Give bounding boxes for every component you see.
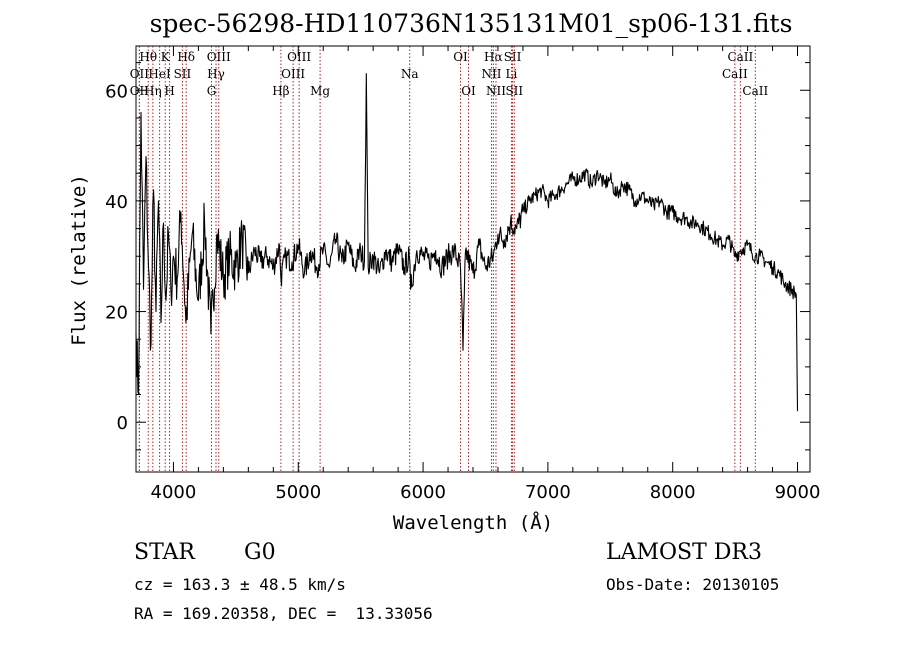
- spectral-line-label: NII: [481, 67, 501, 81]
- spectral-line-label: Hη: [144, 84, 162, 98]
- x-tick-label: 9000: [775, 482, 821, 503]
- spectral-line-label: SII: [174, 67, 192, 81]
- spectral-line-label: NII: [486, 84, 506, 98]
- chart-title: spec-56298-HD110736N135131M01_sp06-131.f…: [150, 9, 793, 38]
- sky-coordinates: RA = 169.20358, DEC = 13.33056: [134, 604, 433, 623]
- spectral-line-label: Li: [506, 67, 518, 81]
- spectral-line-label: CaII: [727, 50, 753, 64]
- survey-name: LAMOST DR3: [606, 540, 762, 565]
- y-tick-label: 60: [105, 81, 128, 102]
- x-axis-label: Wavelength (Å): [393, 511, 553, 534]
- observation-date: Obs-Date: 20130105: [606, 575, 780, 594]
- spectral-line-label: HeI: [148, 67, 171, 81]
- redshift-velocity: cz = 163.3 ± 48.5 km/s: [134, 575, 346, 594]
- y-axis-label: Flux (relative): [68, 174, 90, 346]
- spectral-line-label: SII: [504, 50, 522, 64]
- y-tick-label: 0: [117, 413, 128, 434]
- y-tick-label: 20: [105, 303, 128, 324]
- spectral-line-label: Hα: [484, 50, 503, 64]
- x-tick-label: 6000: [400, 482, 446, 503]
- spectral-line-label: Mg: [310, 84, 330, 98]
- spectral-line-label: OIII: [281, 67, 305, 81]
- flux-series-line: [135, 73, 799, 412]
- x-tick-label: 4000: [151, 482, 197, 503]
- spectral-line-label: Hβ: [272, 84, 289, 98]
- x-tick-label: 8000: [650, 482, 696, 503]
- spectral-line-label: G: [207, 84, 217, 98]
- spectral-line-label: OI: [461, 84, 476, 98]
- x-tick-label: 5000: [275, 482, 321, 503]
- spectral-line-label: CaII: [722, 67, 748, 81]
- object-class: STAR: [134, 540, 195, 565]
- plot-frame: [135, 45, 811, 473]
- x-tick-label: 7000: [525, 482, 571, 503]
- spectral-line-label: Na: [401, 67, 419, 81]
- spectral-line-label: K: [161, 50, 171, 64]
- object-subclass: G0: [244, 540, 276, 565]
- spectral-line-label: H: [164, 84, 174, 98]
- spectral-line-label: Hδ: [177, 50, 195, 64]
- spectral-line-label: OIII: [207, 50, 231, 64]
- spectral-line-label: OI: [453, 50, 468, 64]
- spectral-line-label: OII: [130, 84, 150, 98]
- spectral-line-label: SII: [505, 84, 523, 98]
- spectral-line-label: Hθ: [139, 50, 157, 64]
- spectral-line-label: CaII: [742, 84, 768, 98]
- spectral-line-label: OIII: [287, 50, 311, 64]
- flux-series-layer: [135, 73, 799, 412]
- axis-ticks: 4000 5000 6000 7000 8000 9000 0 20 40 60: [105, 46, 820, 503]
- spectral-line-label: Hγ: [207, 67, 225, 81]
- y-tick-label: 40: [105, 192, 128, 213]
